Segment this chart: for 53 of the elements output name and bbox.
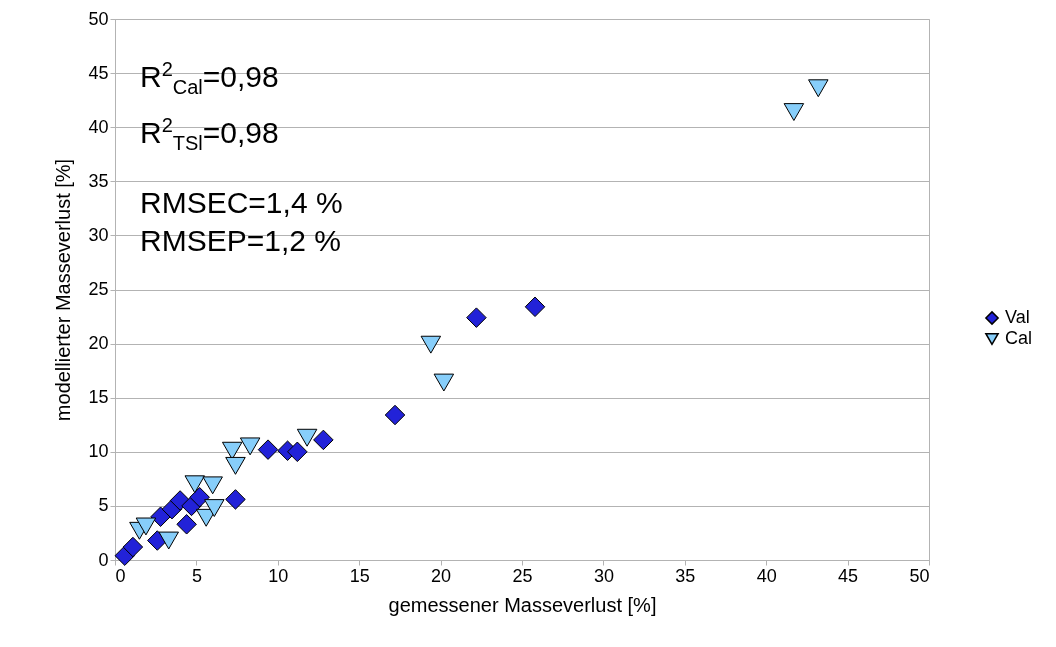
point — [176, 514, 197, 535]
annotation: R$^{2}$$_{Cal}$=0,98 — [140, 57, 280, 100]
y-tick-label: 50 — [88, 8, 109, 29]
point — [257, 439, 279, 460]
point — [466, 307, 487, 328]
point — [135, 517, 157, 536]
x-tick-label: 10 — [268, 565, 289, 586]
y-tick-label: 45 — [88, 62, 109, 83]
x-tick-label: 15 — [349, 565, 370, 586]
point — [433, 373, 455, 392]
y-tick-label: 0 — [98, 549, 109, 570]
annotation: RMSEP=1,2 % — [140, 223, 342, 259]
y-tick-label: 20 — [88, 333, 109, 354]
point — [808, 79, 829, 98]
point — [158, 531, 179, 550]
point — [184, 475, 206, 494]
x-tick-label: 50 — [909, 565, 930, 586]
point — [225, 456, 246, 475]
x-axis-title: gemessener Masseverlust [%] — [388, 593, 657, 616]
annotation: RMSEC=1,4 % — [140, 185, 343, 221]
y-tick-label: 5 — [98, 495, 109, 516]
x-tick-label: 0 — [115, 565, 126, 586]
point — [783, 103, 805, 121]
point — [420, 335, 442, 354]
y-axis-title: modellierter Masseverlust [%] — [52, 158, 75, 422]
x-tick-label: 25 — [512, 565, 533, 586]
x-tick-label: 45 — [838, 565, 859, 586]
x-tick-label: 30 — [593, 565, 614, 586]
point — [287, 441, 308, 463]
point — [189, 487, 210, 508]
point — [524, 296, 546, 318]
point — [204, 499, 225, 517]
x-tick-label: 35 — [675, 565, 696, 586]
point — [202, 476, 223, 495]
x-tick-label: 40 — [756, 565, 777, 586]
point — [221, 441, 243, 460]
y-tick-label: 30 — [88, 224, 109, 245]
point — [296, 428, 318, 447]
point — [225, 489, 246, 510]
x-tick-label: 20 — [431, 565, 452, 586]
y-tick-label: 15 — [88, 387, 109, 408]
point — [122, 536, 144, 558]
point — [384, 404, 406, 426]
legend-label: Val — [1005, 307, 1030, 327]
legend-label: Cal — [1005, 328, 1033, 348]
y-tick-label: 35 — [88, 170, 109, 191]
point — [239, 437, 261, 456]
annotation: R$^{2}$$_{TSl}$=0,98 — [140, 113, 280, 156]
y-tick-label: 10 — [88, 441, 109, 462]
y-tick-label: 40 — [88, 116, 109, 137]
point — [313, 429, 334, 451]
y-tick-label: 25 — [88, 279, 109, 299]
x-tick-label: 5 — [191, 565, 202, 586]
